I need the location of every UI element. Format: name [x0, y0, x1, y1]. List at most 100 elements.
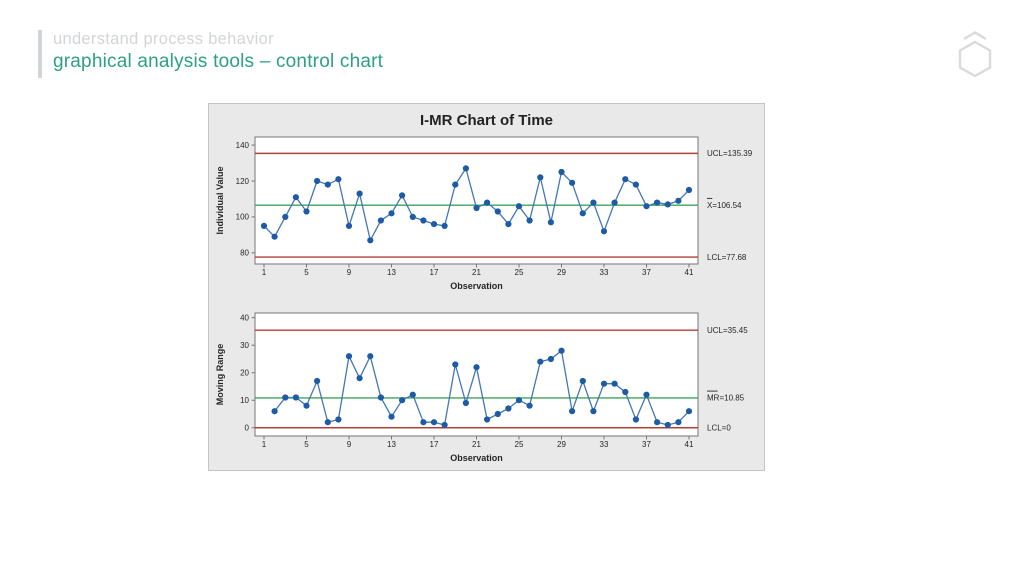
data-point — [685, 408, 693, 415]
data-point — [675, 419, 682, 426]
data-point — [420, 217, 427, 224]
data-point — [388, 210, 395, 217]
y-tick-label: 120 — [236, 177, 250, 186]
data-point — [654, 199, 661, 206]
y-tick-label: 80 — [240, 249, 249, 258]
x-tick-label: 29 — [557, 440, 566, 449]
x-tick-label: 37 — [642, 268, 651, 277]
data-point — [282, 394, 289, 401]
data-point — [260, 222, 268, 229]
data-point — [303, 208, 310, 215]
chart-moving-range: 0 10 20 30 40 1 5 9 13 17 21 25 29 33 37 41 Moving Range… — [215, 312, 748, 463]
x-tick-label: 9 — [347, 268, 352, 277]
x-tick-label: 9 — [347, 440, 352, 449]
y-tick-label: 30 — [240, 341, 249, 350]
data-point — [324, 181, 331, 188]
hexagon-logo-icon — [958, 31, 992, 77]
chart-title: I-MR Chart of Time — [419, 112, 554, 129]
data-point — [377, 394, 384, 401]
data-point — [600, 380, 608, 387]
data-point — [590, 199, 597, 206]
y-tick-label: 20 — [240, 369, 249, 378]
data-point — [643, 391, 650, 398]
data-point — [452, 361, 459, 368]
data-point — [484, 199, 491, 206]
series-line — [274, 349, 690, 426]
x-tick-label: 21 — [472, 268, 481, 277]
x-axis-title: Observation — [450, 453, 503, 463]
data-point — [399, 192, 406, 199]
data-point — [356, 190, 363, 197]
data-point — [324, 419, 331, 426]
y-tick-label: 10 — [240, 396, 249, 405]
data-point — [685, 186, 693, 194]
data-point — [292, 394, 299, 401]
data-point — [430, 221, 438, 228]
logo-hexagon — [958, 40, 992, 77]
data-point — [505, 405, 512, 412]
x-tick-label: 1 — [262, 268, 267, 277]
data-point — [558, 347, 565, 354]
chart-panel: I-MR Chart of Time 80 100 120 140 1 5 9 13 17 21 2… — [208, 103, 765, 471]
data-point — [377, 217, 384, 224]
data-point — [611, 199, 618, 206]
plot-area — [254, 136, 699, 265]
slide-title: graphical analysis tools – control chart — [53, 51, 384, 72]
x-tick-label: 25 — [515, 268, 524, 277]
data-point — [292, 194, 299, 201]
x-tick-label: 21 — [472, 440, 481, 449]
y-axis-title: Individual Value — [215, 166, 225, 234]
data-point — [345, 222, 353, 229]
data-point — [547, 355, 554, 363]
data-point — [526, 402, 533, 409]
x-tick-label: 33 — [600, 268, 609, 277]
accent-bar — [38, 30, 42, 78]
data-point — [622, 388, 629, 396]
data-point — [537, 358, 544, 365]
x-tick-label: 29 — [557, 268, 566, 277]
data-point — [271, 408, 278, 415]
x-tick-label: 1 — [262, 440, 267, 449]
logo-caret — [963, 31, 987, 41]
center-label: MR=10.85 — [707, 394, 745, 403]
data-point — [484, 416, 491, 423]
data-point — [643, 203, 650, 210]
ucl-label: UCL=35.45 — [707, 326, 748, 335]
x-tick-label: 25 — [515, 440, 524, 449]
data-point — [409, 391, 416, 398]
data-point — [367, 237, 374, 244]
data-point — [515, 397, 523, 404]
data-point — [505, 221, 512, 228]
data-point — [590, 408, 597, 415]
y-tick-label: 40 — [240, 313, 249, 322]
x-tick-label: 5 — [304, 268, 309, 277]
data-point — [675, 197, 682, 204]
chart-individuals: 80 100 120 140 1 5 9 13 17 21 25 29 33 37 41 Individual… — [215, 136, 753, 291]
y-tick-label: 100 — [236, 213, 250, 222]
x-tick-label: 17 — [430, 268, 439, 277]
data-point — [600, 228, 608, 235]
x-tick-label: 41 — [685, 268, 694, 277]
data-point — [462, 165, 469, 172]
data-point — [335, 416, 342, 423]
x-tick-label: 13 — [387, 440, 396, 449]
slide-subtitle: understand process behavior — [53, 30, 274, 48]
data-point — [515, 203, 523, 210]
x-tick-label: 33 — [600, 440, 609, 449]
data-point — [314, 377, 321, 385]
y-tick-label: 0 — [245, 424, 250, 433]
data-point — [441, 222, 448, 229]
data-point — [494, 208, 501, 215]
data-point — [654, 419, 661, 426]
data-point — [303, 402, 310, 409]
data-point — [271, 233, 278, 240]
data-point — [569, 179, 576, 186]
y-axis-title: Moving Range — [215, 344, 225, 406]
data-point — [632, 416, 639, 423]
data-point — [473, 364, 480, 371]
lcl-label: LCL=77.68 — [707, 253, 747, 262]
data-point — [579, 377, 586, 385]
data-point — [622, 176, 629, 183]
data-point — [494, 410, 501, 418]
